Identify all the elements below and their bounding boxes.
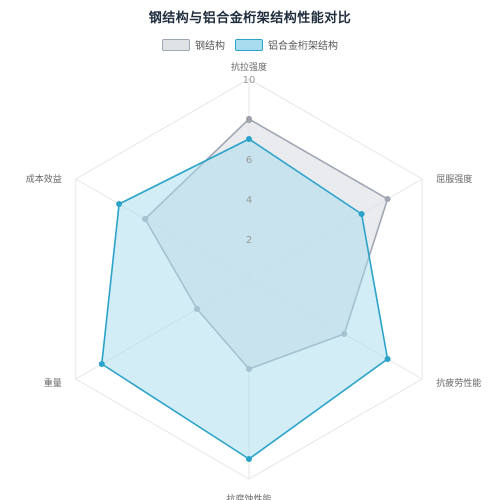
tick-label: 8 bbox=[246, 115, 252, 126]
data-point bbox=[116, 201, 123, 207]
data-point bbox=[246, 136, 252, 142]
legend-item-aluminum[interactable]: 铝合金桁架结构 bbox=[235, 37, 338, 52]
indicator-label: 抗腐蚀性能 bbox=[226, 493, 271, 500]
chart-title: 钢结构与铝合金桁架结构性能对比 bbox=[148, 11, 352, 26]
indicator-label: 抗拉强度 bbox=[231, 61, 267, 73]
tick-label: 2 bbox=[246, 235, 252, 246]
data-point bbox=[358, 211, 365, 217]
tick-label: 6 bbox=[246, 155, 252, 166]
data-point bbox=[98, 361, 105, 367]
data-point bbox=[246, 456, 252, 462]
legend-swatch-aluminum bbox=[235, 38, 263, 51]
indicator-label: 成本效益 bbox=[26, 173, 62, 185]
data-point bbox=[384, 196, 391, 202]
data-point bbox=[384, 356, 391, 362]
legend: 钢结构 铝合金桁架结构 bbox=[0, 37, 500, 52]
data-point bbox=[246, 116, 252, 122]
indicator-label: 屈服强度 bbox=[436, 173, 472, 185]
legend-item-steel[interactable]: 钢结构 bbox=[162, 37, 225, 52]
indicator-label: 抗疲劳性能 bbox=[436, 377, 481, 389]
legend-swatch-steel bbox=[162, 38, 190, 51]
legend-label-steel: 钢结构 bbox=[195, 41, 225, 52]
tick-label: 10 bbox=[243, 75, 256, 86]
legend-label-aluminum: 铝合金桁架结构 bbox=[268, 41, 338, 52]
indicator-label: 重量 bbox=[44, 377, 62, 389]
tick-label: 4 bbox=[246, 195, 252, 206]
